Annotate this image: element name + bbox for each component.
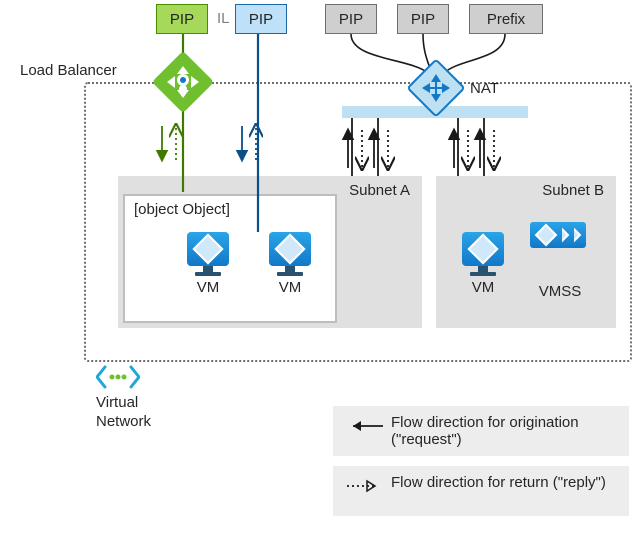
load-balancer-label: Load Balancer (20, 62, 117, 79)
vm-icon: VM (462, 232, 504, 296)
virtual-network-icon (96, 365, 140, 389)
vmss-icon: VMSS (530, 222, 590, 278)
nat-bar (342, 106, 528, 118)
vm-label: VM (269, 279, 311, 296)
arrow-right-dotted-icon (345, 477, 385, 495)
pip-label: PIP (411, 11, 435, 28)
subnet-b-title: Subnet B (542, 182, 604, 199)
lb-pool-label: [object Object] (134, 201, 230, 218)
legend-reply: Flow direction for return ("reply") (333, 466, 629, 516)
prefix-box: Prefix (469, 4, 543, 34)
vm-label: VM (462, 279, 504, 296)
pip-label: PIP (170, 11, 194, 28)
vm-label: VM (187, 279, 229, 296)
subnet-a-title: Subnet A (349, 182, 410, 199)
pip-box-gray-1: PIP (325, 4, 377, 34)
diagram-canvas: PIP IL PIP PIP PIP Prefix Subnet A Subne… (0, 0, 642, 553)
legend-reply-text: Flow direction for return ("reply") (391, 474, 606, 491)
pip-label: PIP (249, 11, 273, 28)
prefix-label: Prefix (487, 11, 525, 28)
pip-label: PIP (339, 11, 363, 28)
legend-request: Flow direction for origination ("request… (333, 406, 629, 456)
il-label: IL (217, 10, 230, 27)
virtual-network-label-2: Network (96, 413, 151, 430)
legend-request-text: Flow direction for origination ("request… (391, 414, 617, 448)
vm-icon: VM (269, 232, 311, 296)
virtual-network-label-1: Virtual (96, 394, 138, 411)
pip-box-green: PIP (156, 4, 208, 34)
vm-icon: VM (187, 232, 229, 296)
arrow-left-icon (345, 417, 385, 435)
pip-box-blue: PIP (235, 4, 287, 34)
vmss-label: VMSS (532, 283, 588, 300)
pip-box-gray-2: PIP (397, 4, 449, 34)
nat-label: NAT (470, 80, 499, 97)
